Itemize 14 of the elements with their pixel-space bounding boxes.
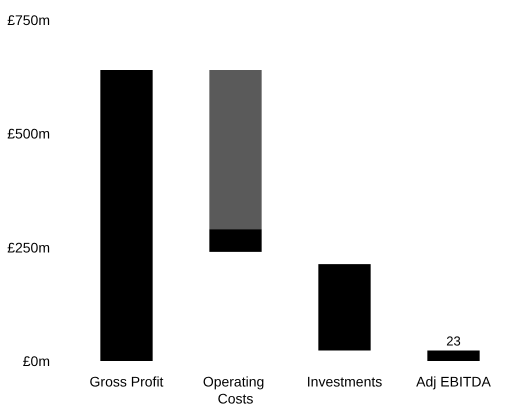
bar: [427, 350, 480, 361]
data-label: 23: [446, 334, 461, 349]
bar: [100, 70, 153, 361]
y-tick-label: £750m: [7, 12, 50, 28]
y-tick-label: £500m: [7, 126, 50, 142]
x-tick-label: Adj EBITDA: [416, 374, 492, 390]
y-tick-label: £250m: [7, 239, 50, 256]
bar: [209, 70, 262, 230]
x-tick-label: Operating Costs: [202, 374, 268, 406]
x-tick-label: Gross Profit: [90, 374, 164, 390]
y-tick-label: £0m: [22, 353, 50, 369]
x-tick-label: Investments: [306, 374, 382, 390]
bar: [209, 229, 262, 252]
bar: [318, 264, 371, 351]
